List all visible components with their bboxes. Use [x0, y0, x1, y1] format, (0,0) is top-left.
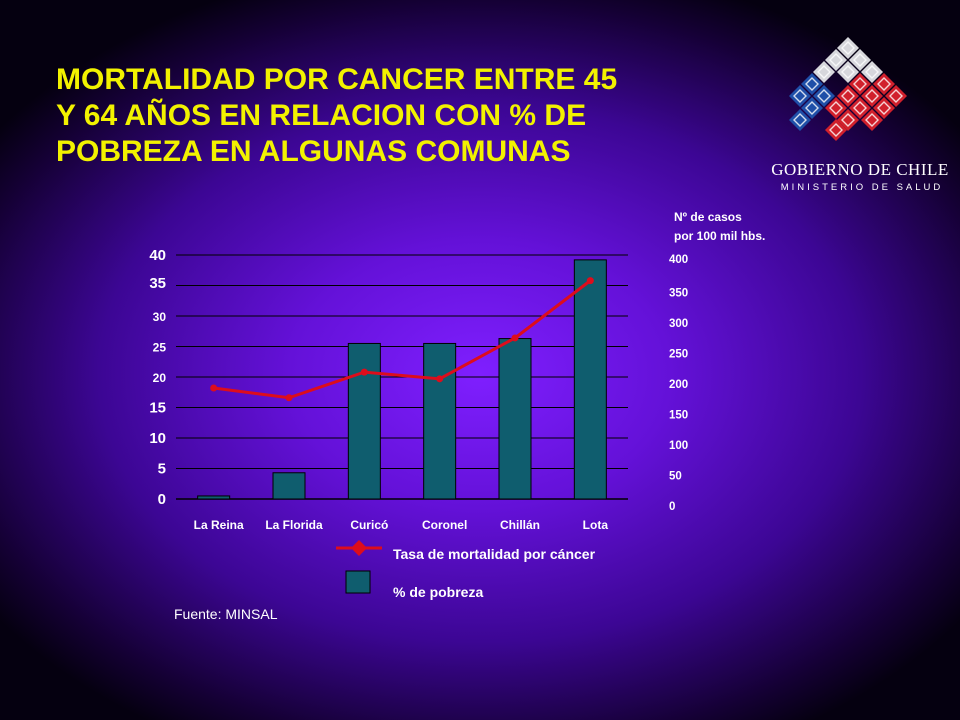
bar	[197, 495, 231, 500]
left-tick-label: 15	[149, 400, 166, 417]
bar	[272, 472, 306, 500]
bar	[347, 342, 381, 500]
right-tick-label: 350	[669, 288, 688, 300]
legend-bar-swatch	[345, 570, 371, 594]
left-axis-ticks: 0 5 10 15 20 25 30 35 40	[149, 247, 166, 508]
bar	[423, 342, 457, 500]
bar	[498, 338, 532, 500]
line-point	[436, 375, 444, 383]
right-axis-ticks: 0 50 100 150 200 250 300 350 400	[669, 254, 688, 513]
right-tick-label: 200	[669, 379, 688, 391]
gridlines	[176, 285, 628, 500]
left-tick-label: 40	[149, 247, 166, 264]
line-markers	[210, 277, 594, 402]
mortality-rate-line	[213, 279, 592, 400]
legend-bar-label: % de pobreza	[393, 584, 483, 600]
right-tick-label: 300	[669, 318, 688, 330]
category-label: Chillán	[500, 518, 540, 532]
left-tick-label: 0	[158, 491, 166, 508]
line-point	[210, 384, 218, 392]
gobierno-de-chile-logo: GOBIERNO DE CHILE MINISTERIO DE SALUD	[771, 36, 949, 193]
source-note: Fuente: MINSAL	[174, 606, 278, 622]
category-label: La Reina	[194, 518, 244, 532]
left-tick-label: 10	[149, 430, 166, 447]
title-line: Y 64 AÑOS EN RELACION CON % DE	[56, 99, 587, 132]
right-tick-label: 400	[669, 254, 688, 266]
left-tick-label: 35	[149, 275, 166, 292]
category-labels: La Reina La Florida Curicó Coronel Chillán Lo…	[194, 518, 609, 532]
slide-title: MORTALIDAD POR CANCER ENTRE 45 Y 64 AÑOS…	[56, 62, 776, 170]
category-label: Curicó	[350, 518, 388, 532]
legend: Tasa de mortalidad por cáncer % de pobre…	[336, 540, 596, 600]
right-tick-label: 50	[669, 471, 682, 483]
right-axis-label-line1: Nº de casos	[674, 210, 742, 224]
title-line: MORTALIDAD POR CANCER ENTRE 45	[56, 63, 618, 96]
legend-line-label: Tasa de mortalidad por cáncer	[393, 546, 596, 562]
line-point	[511, 334, 519, 342]
right-tick-label: 250	[669, 349, 688, 361]
line-point	[285, 394, 293, 402]
logo-dept-text: MINISTERIO DE SALUD	[781, 182, 944, 193]
right-tick-label: 100	[669, 440, 688, 452]
bars	[197, 259, 607, 500]
line-point	[586, 277, 594, 285]
bar	[573, 259, 607, 500]
right-tick-label: 150	[669, 410, 688, 422]
category-label: Lota	[583, 518, 609, 532]
logo-org-text: GOBIERNO DE CHILE	[771, 160, 949, 179]
right-tick-label: 0	[669, 501, 675, 513]
title-line: POBREZA EN ALGUNAS COMUNAS	[56, 135, 571, 168]
left-tick-label: 25	[153, 341, 167, 355]
legend-marker-swatch	[351, 540, 367, 556]
line-point	[360, 368, 368, 376]
category-label: La Florida	[265, 518, 323, 532]
left-tick-label: 20	[153, 371, 167, 385]
right-axis-label-line2: por 100 mil hbs.	[674, 229, 765, 243]
left-tick-label: 30	[153, 310, 167, 324]
category-label: Coronel	[422, 518, 467, 532]
left-tick-label: 5	[158, 461, 166, 478]
